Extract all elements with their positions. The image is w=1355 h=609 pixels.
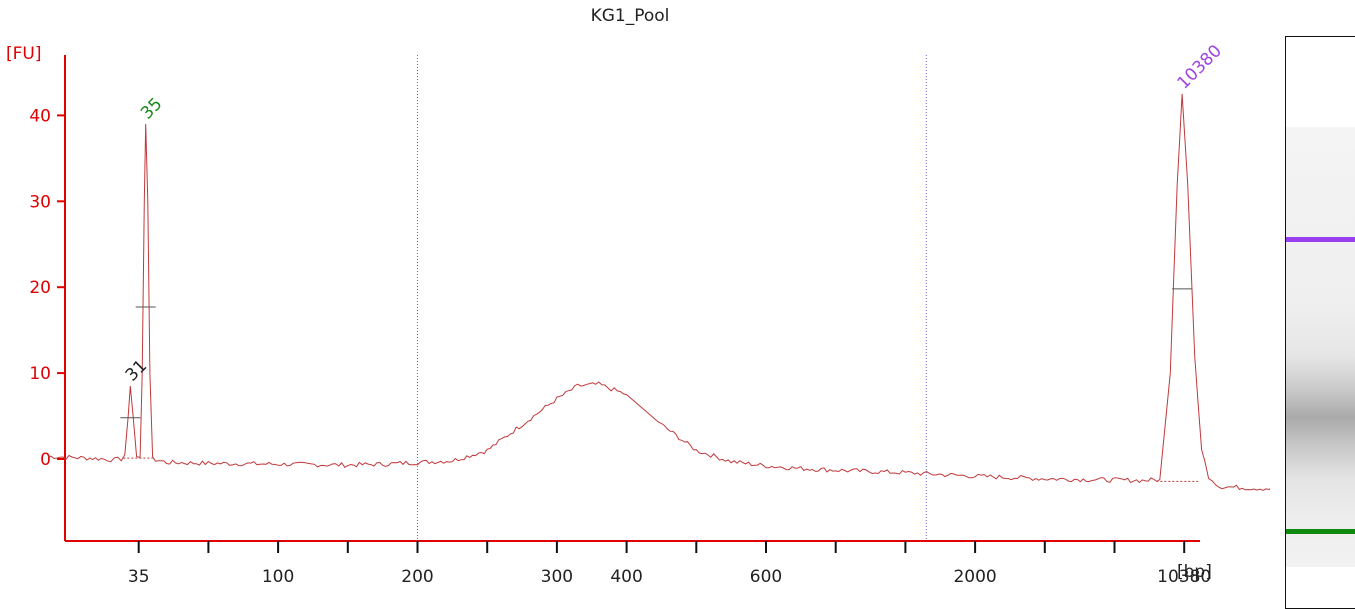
y-tick-label: 40: [29, 106, 51, 126]
y-tick-label: 20: [29, 278, 51, 298]
y-axis-unit: [FU]: [6, 44, 42, 64]
x-tick-label: 10380: [1157, 567, 1211, 587]
peak-label: 31: [122, 356, 151, 385]
x-tick-label: 200: [401, 567, 433, 587]
trace-line: [48, 93, 1270, 491]
x-tick-label: 300: [541, 567, 573, 587]
gel-lane-smear: [1286, 127, 1355, 567]
y-tick-label: 0: [40, 450, 51, 470]
x-axis-unit: [bp]: [1177, 562, 1212, 582]
x-tick-label: 2000: [953, 567, 996, 587]
x-tick-label: 600: [750, 567, 782, 587]
x-tick-label: 400: [610, 567, 642, 587]
y-tick-label: 30: [29, 192, 51, 212]
x-tick-label: 100: [262, 567, 294, 587]
gel-lower-marker-band: [1286, 529, 1355, 534]
y-tick-label: 10: [29, 364, 51, 384]
peak-label: 35: [137, 94, 166, 123]
x-tick-label: 35: [128, 567, 150, 587]
gel-lane-image: [1285, 36, 1355, 609]
electropherogram-chart: 0 10 20 30 40 35 100 200 300 400 600 2000 10380 35 31 1…: [29, 41, 1270, 587]
peak-label: 10380: [1174, 41, 1226, 93]
chart-title: KG1_Pool: [590, 6, 670, 26]
gel-upper-marker-band: [1286, 237, 1355, 242]
